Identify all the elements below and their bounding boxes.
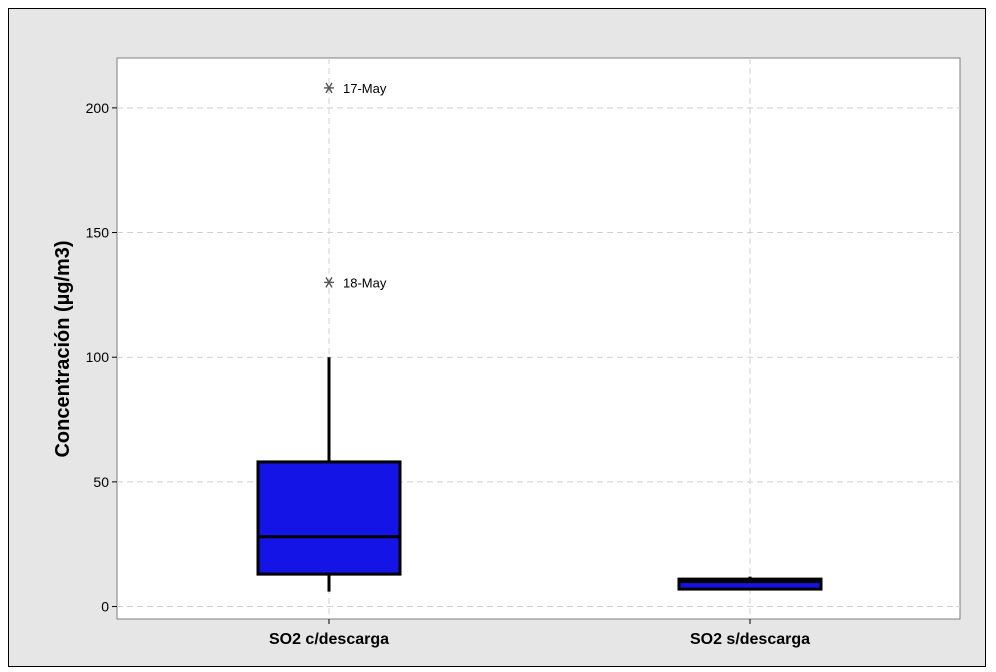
chart-frame: 0 50 100 150 200 17-May 18-May SO2 c/descarga… [8, 8, 986, 667]
y-tick-label: 0 [101, 599, 109, 615]
box-plot: 0 50 100 150 200 17-May 18-May SO2 c/descarga… [52, 57, 961, 648]
y-tick-label: 150 [86, 225, 110, 241]
y-tick-label: 50 [93, 474, 109, 490]
outlier-marker [324, 82, 334, 94]
box-iqr [256, 460, 402, 576]
y-axis-label: Concentración (µg/m3) [52, 240, 74, 457]
outlier-label: 17-May [343, 81, 387, 96]
box-iqr [677, 577, 823, 591]
outlier-marker [324, 277, 334, 288]
y-tick-label: 100 [86, 349, 110, 365]
plot-area [116, 57, 961, 620]
y-tick-label: 200 [86, 100, 110, 116]
outlier-label: 18-May [343, 275, 387, 290]
x-category-label: SO2 c/descarga [269, 631, 389, 648]
x-category-label: SO2 s/descarga [690, 631, 810, 648]
